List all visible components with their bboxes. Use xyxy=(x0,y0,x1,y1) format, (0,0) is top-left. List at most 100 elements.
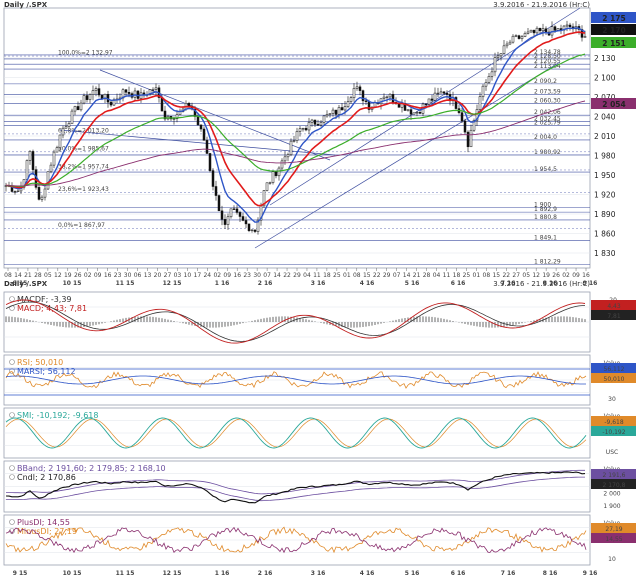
dmi-value-tag xyxy=(591,523,636,533)
candle-body xyxy=(223,219,227,225)
plusdi-line xyxy=(5,526,587,554)
candle-body xyxy=(217,195,221,212)
x-day-label: 07 xyxy=(263,272,271,279)
candle-body xyxy=(55,147,59,153)
candle-body xyxy=(352,88,356,98)
bband-value-tag-label: 2 191,6 xyxy=(603,472,626,479)
candle-body xyxy=(238,212,242,217)
x-day-label: 14 xyxy=(14,272,22,279)
candle-body xyxy=(43,188,47,198)
candle-body xyxy=(310,119,314,123)
candle-body xyxy=(208,153,212,171)
y-tick-label: 2 010 xyxy=(594,132,616,141)
x-day-label: 28 xyxy=(34,272,42,279)
dmi-tick-label: 10 xyxy=(608,556,616,563)
x-day-label: 22 xyxy=(283,272,291,279)
candle-body xyxy=(481,85,485,97)
bottom-month-label: 9 16 xyxy=(583,570,598,577)
candle-body xyxy=(67,123,71,127)
dmi-value-tag-label: 14,55 xyxy=(605,536,622,543)
dmi-value-tag xyxy=(591,533,636,543)
y-tick-label: 1 950 xyxy=(594,171,616,180)
rsi-value-tag xyxy=(591,363,636,373)
candle-body xyxy=(430,98,434,101)
x-month-label: 1 16 xyxy=(215,280,230,287)
bottom-month-label: 1 16 xyxy=(215,570,230,577)
candle-body xyxy=(160,97,164,112)
candle-body xyxy=(415,112,419,114)
candle-body xyxy=(292,140,296,142)
candle-body xyxy=(499,53,503,57)
candle-body xyxy=(466,131,470,148)
candle-body xyxy=(295,131,299,141)
candle-body xyxy=(406,109,410,111)
candle-body xyxy=(337,107,341,115)
candle-body xyxy=(433,92,437,101)
x-day-label: 02 xyxy=(84,272,92,279)
candle-body xyxy=(205,140,209,154)
candle-body xyxy=(61,127,65,136)
price-tag-label: 2 170 xyxy=(602,26,626,35)
candle-body xyxy=(124,89,128,93)
candle-body xyxy=(505,43,509,47)
candle-body xyxy=(544,28,548,33)
candle-body xyxy=(283,156,287,162)
rsi-legend-icon xyxy=(9,359,15,365)
bottom-month-label: 3 16 xyxy=(311,570,326,577)
candle-body xyxy=(127,92,131,94)
candle-body xyxy=(412,112,416,115)
x-day-label: 03 xyxy=(174,272,182,279)
candle-body xyxy=(94,88,98,91)
candle-body xyxy=(358,86,362,91)
candle-body xyxy=(133,90,137,98)
price-tag xyxy=(591,37,636,48)
candle-body xyxy=(442,91,446,94)
rsi-legend-icon xyxy=(9,368,15,374)
x-day-label: 20 xyxy=(154,272,162,279)
candle-body xyxy=(13,191,17,193)
candle-body xyxy=(199,124,203,130)
candle-body xyxy=(232,208,236,210)
level-label: 1 880,8 xyxy=(534,214,557,221)
y-tick-label: 2 040 xyxy=(594,113,616,122)
candle-body xyxy=(247,223,251,231)
macd-legend-label: MACD; 4,43; 7,81 xyxy=(17,304,87,313)
candle-body xyxy=(331,109,335,114)
x-day-label: 07 xyxy=(393,272,401,279)
candle-body xyxy=(454,97,458,109)
level-label: 1 954,5 xyxy=(534,166,557,173)
price-tag xyxy=(591,12,636,23)
x-day-label: 09 xyxy=(94,272,102,279)
candle-body xyxy=(109,101,113,106)
macd-header-title: Daily /.SPX xyxy=(4,280,48,288)
candle-body xyxy=(250,229,254,231)
x-day-label: 21 xyxy=(413,272,421,279)
rsi-value-tag-label: 56,112 xyxy=(604,366,625,373)
ema-fast-line xyxy=(5,27,586,223)
x-day-label: 27 xyxy=(164,272,172,279)
candle-body xyxy=(277,167,281,177)
rsi-tick-label: 30 xyxy=(608,396,616,403)
candle-body xyxy=(487,76,491,83)
trend-line xyxy=(59,129,336,156)
x-day-label: 17 xyxy=(194,272,202,279)
candle-body xyxy=(565,24,569,27)
dmi-legend-icon xyxy=(9,519,15,525)
x-day-label: 02 xyxy=(562,272,570,279)
bband-lower-line xyxy=(6,476,585,502)
fib-label: 0,0%=1 867,97 xyxy=(58,222,105,229)
candle-body xyxy=(202,128,206,141)
bottom-month-label: 6 16 xyxy=(451,570,466,577)
rsi-value-tag-label: 50,010 xyxy=(604,376,625,383)
level-label: 2 113,04 xyxy=(534,63,561,70)
candle-body xyxy=(520,36,524,39)
x-day-label: 22 xyxy=(373,272,381,279)
dmi-legend-label: MinusDI; 27,19 xyxy=(17,527,77,536)
smi-value-tag-label: -10,192 xyxy=(602,429,625,436)
x-day-label: 18 xyxy=(453,272,461,279)
x-month-label: 9 15 xyxy=(13,280,28,287)
fib-label: 38,2%=1 957,74 xyxy=(58,163,109,170)
candle-body xyxy=(424,103,428,106)
level-label: 2 073,59 xyxy=(534,89,561,96)
